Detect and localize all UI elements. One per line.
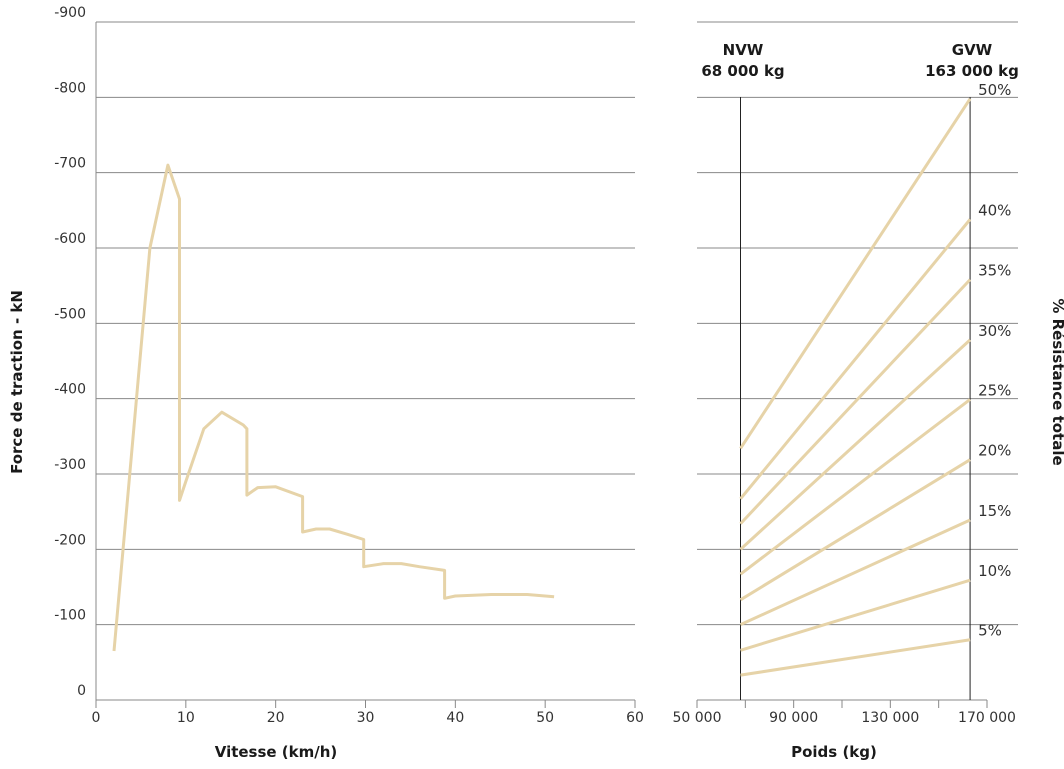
right-y-axis-title: % Résistance totale	[1049, 298, 1064, 465]
left-y-tick-label: -100	[54, 608, 86, 624]
left-y-tick-label: -600	[54, 231, 86, 247]
right-x-tick-label: 170 000	[958, 710, 1016, 726]
resistance-line-35pct	[739, 278, 972, 525]
left-x-tick-label: 0	[92, 710, 101, 726]
left-x-tick-label: 30	[357, 710, 375, 726]
left-y-tick-label: -900	[54, 5, 86, 21]
grid-lines	[96, 21, 1018, 626]
resistance-label-20pct: 20%	[978, 442, 1011, 460]
left-y-tick-label: 0	[77, 683, 86, 699]
left-x-tick-label: 60	[626, 710, 644, 726]
resistance-line-40pct	[739, 218, 972, 500]
nvw-label: NVW	[723, 41, 764, 59]
right-x-tick-label: 130 000	[861, 710, 919, 726]
right-x-tick-label: 90 000	[769, 710, 818, 726]
tick-labels: 0 -100 -200 -300 -400 -500 -600 -700 -800 -900 0 10…	[54, 5, 1016, 726]
gvw-label: GVW	[952, 41, 993, 59]
resistance-line-20pct	[739, 458, 971, 602]
nvw-weight-label: 68 000 kg	[701, 62, 784, 80]
left-x-tick-label: 40	[446, 710, 464, 726]
left-y-tick-label: -200	[54, 532, 86, 548]
left-y-tick-label: -700	[54, 156, 86, 172]
left-y-tick-label: -400	[54, 382, 86, 398]
left-x-axis-title: Vitesse (km/h)	[215, 743, 338, 761]
left-x-tick-label: 50	[536, 710, 554, 726]
resistance-label-40pct: 40%	[978, 201, 1011, 219]
left-x-tick-label: 10	[177, 710, 195, 726]
right-x-axis-title: Poids (kg)	[791, 743, 877, 761]
resistance-line-50pct	[739, 98, 972, 450]
left-x-tick-label: 20	[267, 710, 285, 726]
left-y-axis-title: Force de traction - kN	[8, 290, 26, 474]
resistance-label-15pct: 15%	[978, 502, 1011, 520]
left-y-tick-label: -300	[54, 457, 86, 473]
resistance-line-5pct	[740, 638, 971, 677]
resistance-label-10pct: 10%	[978, 562, 1011, 580]
resistance-line-30pct	[739, 338, 972, 551]
resistance-line-10pct	[740, 578, 971, 652]
resistance-label-5pct: 5%	[978, 622, 1002, 640]
resistance-label-35pct: 35%	[978, 262, 1011, 280]
resistance-line-15pct	[739, 518, 971, 627]
tractive-force-curve	[112, 163, 555, 652]
left-y-tick-label: -500	[54, 306, 86, 322]
resistance-label-25pct: 25%	[978, 381, 1011, 399]
right-x-tick-label: 50 000	[673, 710, 722, 726]
resistance-line-25pct	[739, 398, 971, 576]
axes	[95, 22, 988, 708]
curves	[112, 98, 972, 677]
left-y-tick-label: -800	[54, 80, 86, 96]
resistance-label-50pct: 50%	[978, 81, 1011, 99]
gvw-weight-label: 163 000 kg	[925, 62, 1019, 80]
resistance-label-30pct: 30%	[978, 322, 1011, 340]
